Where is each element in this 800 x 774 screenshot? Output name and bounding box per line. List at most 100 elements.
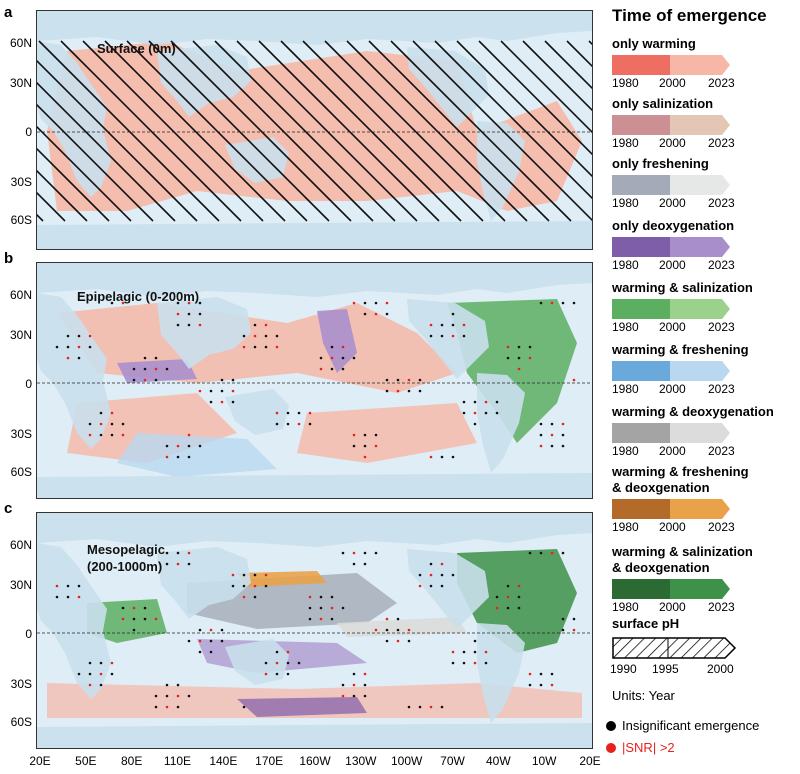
insignificant-dot	[539, 433, 543, 437]
land-mass	[37, 723, 592, 748]
snr-dot	[374, 628, 378, 632]
snr-dot	[198, 639, 202, 643]
emergence-region	[237, 571, 327, 587]
insignificant-dot	[220, 639, 224, 643]
insignificant-dot	[451, 455, 455, 459]
snr-dot	[429, 323, 433, 327]
snr-dot	[66, 356, 70, 360]
legend-color-bar	[612, 361, 730, 381]
insignificant-dot	[451, 323, 455, 327]
insignificant-dot	[121, 422, 125, 426]
insignificant-dot	[539, 301, 543, 305]
insignificant-dot	[407, 705, 411, 709]
legend-tick: 2000	[659, 520, 686, 534]
legend-bar-arrow	[722, 55, 730, 75]
insignificant-dot	[440, 573, 444, 577]
snr-dot	[429, 455, 433, 459]
legend-tick: 2023	[708, 600, 735, 614]
insignificant-dot	[209, 650, 213, 654]
legend-ticks: 1980 2000 2023	[612, 76, 742, 92]
insignificant-dot	[176, 551, 180, 555]
snr-dot	[396, 639, 400, 643]
insignificant-dot	[341, 551, 345, 555]
marker-insignificant-label: Insignificant emergence	[622, 718, 760, 733]
insignificant-dot	[143, 356, 147, 360]
insignificant-dot	[231, 378, 235, 382]
ph-hatch-line	[214, 40, 396, 222]
insignificant-dot	[572, 301, 576, 305]
insignificant-dot	[495, 400, 499, 404]
insignificant-dot	[528, 683, 532, 687]
lon-tick-label: 110E	[163, 754, 192, 768]
legend-bar-arrow	[722, 423, 730, 443]
insignificant-dot	[253, 595, 257, 599]
insignificant-dot	[110, 301, 114, 305]
insignificant-dot	[462, 400, 466, 404]
insignificant-dot	[374, 301, 378, 305]
insignificant-dot	[132, 628, 136, 632]
legend-tick: 2023	[708, 444, 735, 458]
snr-dot	[264, 672, 268, 676]
snr-dot	[418, 584, 422, 588]
legend-category-label: warming & salinization	[612, 280, 753, 295]
insignificant-dot	[429, 334, 433, 338]
legend-tick: 1980	[612, 76, 639, 90]
ph-hatch-line	[38, 40, 220, 222]
snr-dot	[407, 378, 411, 382]
insignificant-dot	[264, 345, 268, 349]
snr-dot	[176, 562, 180, 566]
snr-dot	[528, 356, 532, 360]
insignificant-dot	[352, 672, 356, 676]
lat-tick-label: 30S	[10, 677, 32, 691]
snr-dot	[396, 389, 400, 393]
legend-category: warming & deoxygenation 1980 2000 2023	[612, 404, 798, 460]
snr-dot	[506, 595, 510, 599]
snr-dot	[451, 334, 455, 338]
ph-legend-label: surface pH	[612, 616, 680, 631]
map-title-mesopelagic-line2: (200-1000m)	[87, 559, 163, 574]
land-mass	[37, 263, 592, 297]
ph-hatch-line	[478, 40, 592, 156]
insignificant-dot	[297, 411, 301, 415]
ph-hatch-line	[37, 59, 198, 222]
insignificant-dot	[66, 334, 70, 338]
insignificant-dot	[484, 661, 488, 665]
insignificant-dot	[561, 433, 565, 437]
insignificant-dot	[561, 301, 565, 305]
legend-bar-late	[670, 299, 722, 319]
snr-dot	[99, 672, 103, 676]
insignificant-dot	[550, 444, 554, 448]
land-mass	[225, 389, 289, 435]
insignificant-dot	[264, 661, 268, 665]
insignificant-dot	[187, 444, 191, 448]
legend-bar-arrow	[722, 361, 730, 381]
insignificant-dot	[275, 672, 279, 676]
insignificant-dot	[209, 389, 213, 393]
insignificant-dot	[77, 334, 81, 338]
insignificant-dot	[572, 617, 576, 621]
insignificant-dot	[330, 595, 334, 599]
snr-dot	[187, 551, 191, 555]
insignificant-dot	[154, 356, 158, 360]
insignificant-dot	[99, 661, 103, 665]
insignificant-dot	[462, 411, 466, 415]
lat-tick-label: 0	[25, 377, 32, 391]
insignificant-dot	[528, 345, 532, 349]
snr-dot	[231, 389, 235, 393]
legend-ticks: 1980 2000 2023	[612, 444, 742, 460]
land-mass	[37, 473, 592, 498]
insignificant-dot	[561, 628, 565, 632]
land-mass	[407, 47, 489, 127]
insignificant-dot	[517, 595, 521, 599]
insignificant-dot	[330, 345, 334, 349]
snr-dot	[209, 628, 213, 632]
legend-bar-arrow	[722, 499, 730, 519]
legend-bar-arrow	[722, 115, 730, 135]
map-panel-epipelagic: Epipelagic (0-200m)	[36, 262, 593, 499]
ph-hatch-line	[390, 40, 572, 222]
map-svg	[37, 263, 592, 498]
insignificant-dot	[440, 584, 444, 588]
legend-bar-early	[612, 237, 670, 257]
insignificant-dot	[121, 606, 125, 610]
lon-tick-label: 70W	[440, 754, 465, 768]
